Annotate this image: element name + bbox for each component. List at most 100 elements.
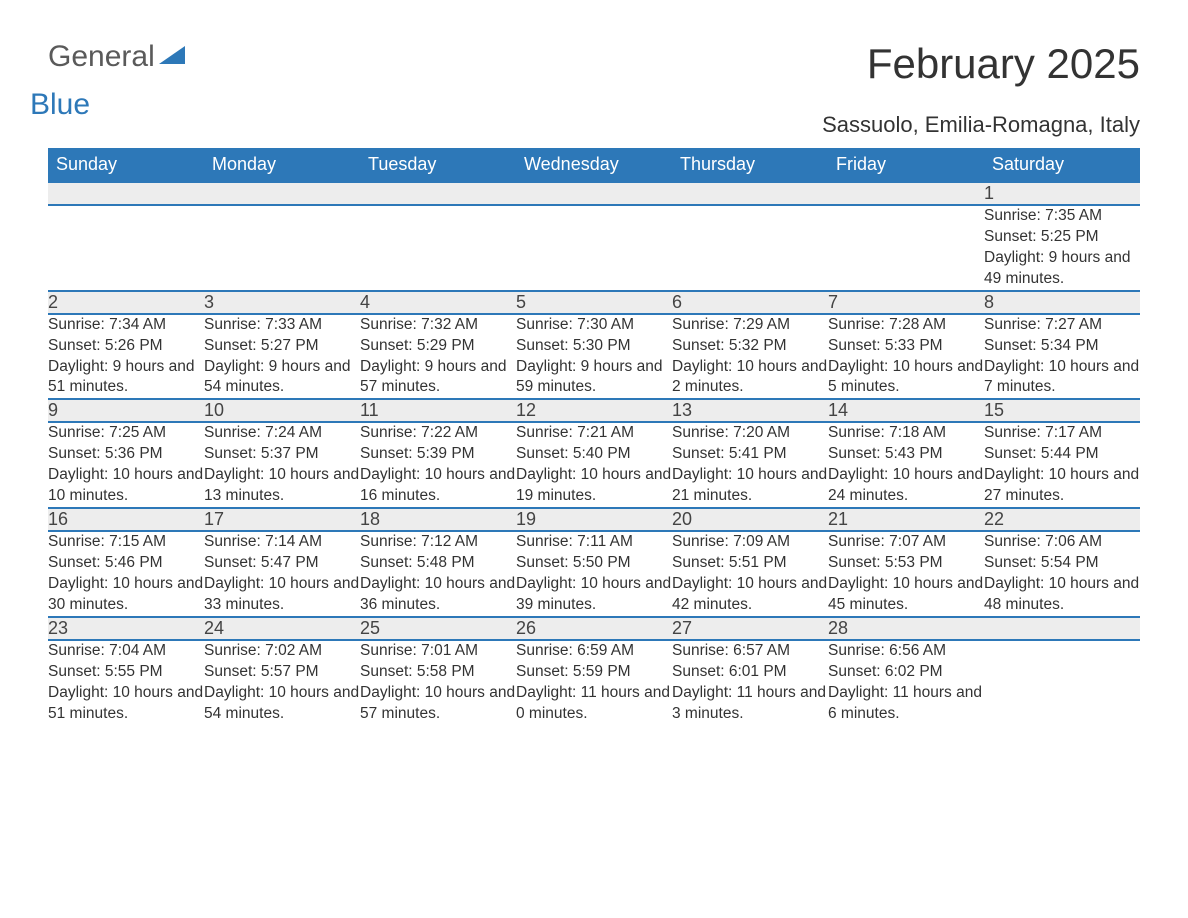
day-content-row: Sunrise: 7:34 AMSunset: 5:26 PMDaylight:… [48,314,1140,400]
day-content-cell: Sunrise: 7:02 AMSunset: 5:57 PMDaylight:… [204,640,360,725]
sunrise-text: Sunrise: 7:12 AM [360,532,516,553]
daylight-text: Daylight: 9 hours and 57 minutes. [360,357,516,399]
sunset-text: Sunset: 5:51 PM [672,553,828,574]
day-number-cell: 13 [672,399,828,422]
day-number-cell: 16 [48,508,204,531]
daylight-text: Daylight: 9 hours and 59 minutes. [516,357,672,399]
daylight-text: Daylight: 10 hours and 2 minutes. [672,357,828,399]
weekday-header: Tuesday [360,148,516,182]
sunrise-text: Sunrise: 6:57 AM [672,641,828,662]
day-number-cell: 9 [48,399,204,422]
day-content-cell: Sunrise: 7:06 AMSunset: 5:54 PMDaylight:… [984,531,1140,617]
daylight-text: Daylight: 10 hours and 45 minutes. [828,574,984,616]
sunrise-text: Sunrise: 7:14 AM [204,532,360,553]
sunset-text: Sunset: 5:46 PM [48,553,204,574]
daylight-text: Daylight: 10 hours and 16 minutes. [360,465,516,507]
sunset-text: Sunset: 5:40 PM [516,444,672,465]
daylight-text: Daylight: 11 hours and 0 minutes. [516,683,672,725]
daylight-text: Daylight: 10 hours and 19 minutes. [516,465,672,507]
sunset-text: Sunset: 5:26 PM [48,336,204,357]
day-content-cell: Sunrise: 7:07 AMSunset: 5:53 PMDaylight:… [828,531,984,617]
sunrise-text: Sunrise: 7:06 AM [984,532,1140,553]
day-content-cell: Sunrise: 7:22 AMSunset: 5:39 PMDaylight:… [360,422,516,508]
day-number-cell: 10 [204,399,360,422]
day-number-cell: 19 [516,508,672,531]
sunset-text: Sunset: 5:27 PM [204,336,360,357]
day-content-cell: Sunrise: 7:01 AMSunset: 5:58 PMDaylight:… [360,640,516,725]
calendar-table: Sunday Monday Tuesday Wednesday Thursday… [48,148,1140,724]
day-number-cell: 20 [672,508,828,531]
day-number-row: 232425262728 [48,617,1140,640]
day-content-cell: Sunrise: 7:21 AMSunset: 5:40 PMDaylight:… [516,422,672,508]
day-content-row: Sunrise: 7:15 AMSunset: 5:46 PMDaylight:… [48,531,1140,617]
sunset-text: Sunset: 5:41 PM [672,444,828,465]
sunrise-text: Sunrise: 7:34 AM [48,315,204,336]
sunrise-text: Sunrise: 7:17 AM [984,423,1140,444]
weekday-header: Saturday [984,148,1140,182]
day-content-cell: Sunrise: 6:59 AMSunset: 5:59 PMDaylight:… [516,640,672,725]
sunset-text: Sunset: 5:44 PM [984,444,1140,465]
day-content-cell: Sunrise: 7:15 AMSunset: 5:46 PMDaylight:… [48,531,204,617]
day-content-cell: Sunrise: 7:11 AMSunset: 5:50 PMDaylight:… [516,531,672,617]
day-number-cell [984,617,1140,640]
daylight-text: Daylight: 10 hours and 39 minutes. [516,574,672,616]
daylight-text: Daylight: 11 hours and 6 minutes. [828,683,984,725]
sunrise-text: Sunrise: 7:20 AM [672,423,828,444]
sunrise-text: Sunrise: 7:25 AM [48,423,204,444]
day-content-row: Sunrise: 7:25 AMSunset: 5:36 PMDaylight:… [48,422,1140,508]
daylight-text: Daylight: 10 hours and 54 minutes. [204,683,360,725]
day-number-cell: 12 [516,399,672,422]
logo-text-blue: Blue [30,88,90,121]
day-number-cell: 2 [48,291,204,314]
sunrise-text: Sunrise: 6:59 AM [516,641,672,662]
day-content-cell [360,205,516,291]
sunrise-text: Sunrise: 7:24 AM [204,423,360,444]
sunrise-text: Sunrise: 7:28 AM [828,315,984,336]
daylight-text: Daylight: 10 hours and 27 minutes. [984,465,1140,507]
logo-triangle-icon [159,46,185,66]
sunset-text: Sunset: 5:54 PM [984,553,1140,574]
sunset-text: Sunset: 5:34 PM [984,336,1140,357]
day-number-cell: 6 [672,291,828,314]
day-content-cell: Sunrise: 6:57 AMSunset: 6:01 PMDaylight:… [672,640,828,725]
day-number-cell: 21 [828,508,984,531]
daylight-text: Daylight: 10 hours and 57 minutes. [360,683,516,725]
daylight-text: Daylight: 10 hours and 51 minutes. [48,683,204,725]
day-number-row: 9101112131415 [48,399,1140,422]
sunset-text: Sunset: 6:02 PM [828,662,984,683]
daylight-text: Daylight: 10 hours and 21 minutes. [672,465,828,507]
day-number-cell [828,182,984,205]
location-subtitle: Sassuolo, Emilia-Romagna, Italy [48,112,1140,138]
sunset-text: Sunset: 5:33 PM [828,336,984,357]
sunset-text: Sunset: 6:01 PM [672,662,828,683]
day-content-cell: Sunrise: 7:18 AMSunset: 5:43 PMDaylight:… [828,422,984,508]
sunset-text: Sunset: 5:29 PM [360,336,516,357]
day-content-cell: Sunrise: 7:35 AMSunset: 5:25 PMDaylight:… [984,205,1140,291]
page-title: February 2025 [867,40,1140,88]
logo: General Blue [48,40,185,108]
sunrise-text: Sunrise: 7:01 AM [360,641,516,662]
day-number-cell: 8 [984,291,1140,314]
day-number-cell [204,182,360,205]
sunrise-text: Sunrise: 7:22 AM [360,423,516,444]
day-number-cell: 18 [360,508,516,531]
weekday-header: Sunday [48,148,204,182]
day-number-cell: 25 [360,617,516,640]
weekday-header: Monday [204,148,360,182]
daylight-text: Daylight: 10 hours and 7 minutes. [984,357,1140,399]
day-number-row: 2345678 [48,291,1140,314]
sunrise-text: Sunrise: 7:09 AM [672,532,828,553]
daylight-text: Daylight: 11 hours and 3 minutes. [672,683,828,725]
day-content-cell [828,205,984,291]
daylight-text: Daylight: 10 hours and 48 minutes. [984,574,1140,616]
day-number-cell: 17 [204,508,360,531]
daylight-text: Daylight: 9 hours and 51 minutes. [48,357,204,399]
sunrise-text: Sunrise: 7:02 AM [204,641,360,662]
day-content-cell: Sunrise: 7:12 AMSunset: 5:48 PMDaylight:… [360,531,516,617]
day-content-cell: Sunrise: 7:14 AMSunset: 5:47 PMDaylight:… [204,531,360,617]
day-number-cell [48,182,204,205]
sunrise-text: Sunrise: 7:27 AM [984,315,1140,336]
weekday-header-row: Sunday Monday Tuesday Wednesday Thursday… [48,148,1140,182]
day-content-cell [984,640,1140,725]
weekday-header: Friday [828,148,984,182]
